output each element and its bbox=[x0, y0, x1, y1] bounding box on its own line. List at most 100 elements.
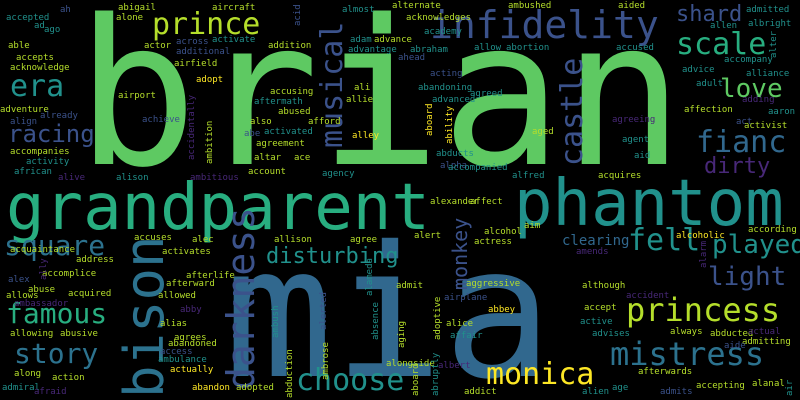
word-allowing: allowing bbox=[10, 329, 54, 339]
word-aide: aide bbox=[724, 341, 746, 351]
word-ago: ago bbox=[44, 25, 61, 35]
word-abandoned: abandoned bbox=[168, 339, 217, 349]
word-affair: affair bbox=[450, 331, 483, 341]
word-agent: agent bbox=[622, 135, 650, 145]
word-admiral: admiral bbox=[2, 383, 40, 393]
word-ambush: ambush bbox=[271, 305, 281, 338]
word-aging: aging bbox=[397, 320, 407, 348]
word-scale: scale bbox=[676, 27, 767, 62]
word-fell: fell bbox=[628, 223, 701, 258]
word-afterlife: afterlife bbox=[186, 271, 235, 281]
word-agreed: agreed bbox=[470, 89, 503, 99]
word-choose: choose bbox=[296, 363, 405, 398]
word-access: access bbox=[160, 347, 193, 357]
word-although: although bbox=[582, 281, 626, 291]
word-square: square bbox=[4, 229, 106, 262]
word-allen: allen bbox=[710, 21, 738, 31]
word-airplane: airplane bbox=[444, 293, 488, 303]
word-alec: alec bbox=[192, 235, 214, 245]
word-aboard: aboard bbox=[411, 363, 421, 396]
word-ad: ad bbox=[34, 21, 45, 31]
word-love: love bbox=[720, 74, 783, 104]
word-abbey: abbey bbox=[488, 305, 516, 315]
word-ability: ability bbox=[445, 106, 455, 144]
word-adventure: adventure bbox=[0, 105, 49, 115]
word-fianc: fianc bbox=[696, 125, 787, 160]
word-monica: monica bbox=[486, 357, 595, 392]
word-alcoholic: alcoholic bbox=[676, 231, 725, 241]
word-story: story bbox=[14, 337, 99, 370]
word-accident: accident bbox=[626, 291, 670, 301]
word-alarm: alarm bbox=[699, 240, 709, 268]
word-abused: abused bbox=[278, 107, 311, 117]
word-aircraft: aircraft bbox=[212, 3, 256, 13]
word-ambition: ambition bbox=[205, 120, 215, 164]
word-air: air bbox=[785, 379, 795, 396]
word-activity: activity bbox=[26, 157, 70, 167]
word-ah: ah bbox=[60, 5, 71, 15]
word-ambassador: ambassador bbox=[14, 299, 69, 309]
word-activist: activist bbox=[744, 121, 788, 131]
word-afraid: afraid bbox=[34, 387, 67, 397]
word-abraham: abraham bbox=[410, 45, 448, 55]
word-account: account bbox=[248, 167, 286, 177]
word-abducted: abducted bbox=[710, 329, 754, 339]
word-agreeing: agreeing bbox=[612, 115, 656, 125]
word-ambitious: ambitious bbox=[190, 173, 239, 183]
word-affection: affection bbox=[684, 105, 733, 115]
word-adding: adding bbox=[742, 95, 775, 105]
word-musical: musical bbox=[315, 21, 350, 148]
word-accompany: accompany bbox=[724, 55, 773, 65]
word-alice: alice bbox=[446, 319, 474, 329]
word-adoptive: adoptive bbox=[433, 296, 443, 340]
word-afford: afford bbox=[308, 117, 341, 127]
word-always: always bbox=[670, 327, 703, 337]
word-affect: affect bbox=[470, 197, 503, 207]
word-dirty: dirty bbox=[704, 154, 771, 179]
word-era: era bbox=[10, 69, 65, 104]
word-infidelity: infidelity bbox=[430, 3, 659, 47]
word-mia: mia bbox=[224, 207, 553, 400]
word-mistress: mistress bbox=[610, 335, 765, 373]
word-abduction: abduction bbox=[285, 349, 295, 398]
word-alien: alien bbox=[582, 387, 610, 397]
word-ambulance: ambulance bbox=[158, 355, 207, 365]
word-adopted: adopted bbox=[236, 383, 274, 393]
word-accusing: accusing bbox=[270, 87, 314, 97]
word-advantage: advantage bbox=[348, 45, 397, 55]
word-al: al bbox=[774, 379, 785, 389]
word-accepted: accepted bbox=[6, 13, 50, 23]
word-ahead: ahead bbox=[398, 53, 426, 63]
word-accept: accept bbox=[584, 303, 617, 313]
word-alison: alison bbox=[116, 173, 149, 183]
word-ace: ace bbox=[294, 153, 311, 163]
word-aaron: aaron bbox=[768, 107, 796, 117]
word-abortion: abortion bbox=[506, 43, 550, 53]
word-alias: alias bbox=[160, 319, 188, 329]
word-alexander: alexander bbox=[430, 197, 479, 207]
word-abe: abe bbox=[244, 129, 261, 139]
word-actress: actress bbox=[474, 237, 512, 247]
word-ali: ali bbox=[354, 83, 371, 93]
word-admitting: admitting bbox=[742, 337, 791, 347]
word-adult: adult bbox=[696, 79, 724, 89]
word-advises: advises bbox=[592, 329, 630, 339]
word-abruptly: abruptly bbox=[431, 352, 441, 396]
word-altar: altar bbox=[254, 153, 282, 163]
word-alex: alex bbox=[8, 275, 30, 285]
word-advice: advice bbox=[682, 65, 715, 75]
word-agency: agency bbox=[322, 169, 355, 179]
word-along: along bbox=[14, 369, 42, 379]
word-aged: aged bbox=[532, 127, 554, 137]
word-accompanies: accompanies bbox=[10, 147, 70, 157]
word-absence: absence bbox=[371, 302, 381, 340]
word-accidentally: accidentally bbox=[187, 94, 197, 160]
word-alone: alone bbox=[116, 13, 144, 23]
word-ambushed: ambushed bbox=[508, 1, 552, 11]
word-accuses: accuses bbox=[134, 233, 172, 243]
word-disturbing: disturbing bbox=[266, 244, 399, 269]
word-accused: accused bbox=[616, 43, 654, 53]
word-shard: shard bbox=[676, 2, 743, 27]
word-alternate: alternate bbox=[392, 1, 441, 11]
